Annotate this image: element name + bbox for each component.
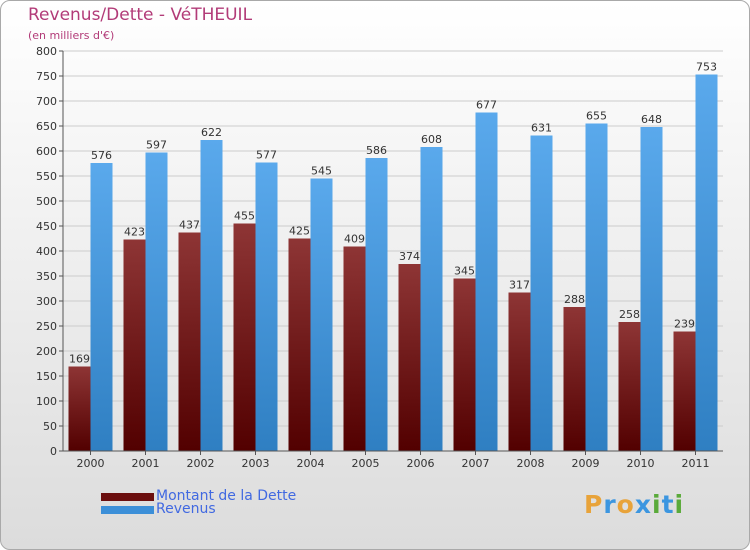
y-tick-label: 450: [36, 220, 57, 233]
bar-dette: [508, 292, 531, 451]
y-tick-label: 650: [36, 120, 57, 133]
bars: 169 576 423 597 437 622 455 577 425 545 409 586 374 6…: [68, 61, 718, 451]
y-tick-label: 50: [43, 420, 57, 433]
bar-revenus: [90, 163, 113, 451]
bar-revenus: [530, 135, 553, 451]
bar-revenus: [145, 152, 168, 451]
y-tick-label: 700: [36, 95, 57, 108]
bar-revenus: [365, 158, 388, 451]
x-tick-label: 2006: [407, 457, 435, 470]
bar-revenus: [200, 140, 223, 451]
bar-dette: [123, 239, 146, 451]
data-label-dette: 239: [674, 318, 695, 331]
logo-letter: P: [584, 490, 604, 519]
bar-dette: [178, 232, 201, 451]
data-label-revenus: 655: [586, 110, 607, 123]
x-tick-label: 2005: [352, 457, 380, 470]
data-label-dette: 423: [124, 226, 145, 239]
data-label-dette: 288: [564, 293, 585, 306]
data-label-dette: 455: [234, 210, 255, 223]
data-label-dette: 258: [619, 308, 640, 321]
proxiti-logo: Proxiti: [584, 490, 684, 519]
data-label-dette: 169: [69, 353, 90, 366]
x-tick-label: 2000: [77, 457, 105, 470]
y-tick-label: 600: [36, 145, 57, 158]
y-tick-label: 550: [36, 170, 57, 183]
data-label-dette: 345: [454, 265, 475, 278]
bar-revenus: [695, 74, 718, 451]
y-tick-label: 300: [36, 295, 57, 308]
y-tick-label: 400: [36, 245, 57, 258]
x-tick-label: 2007: [462, 457, 490, 470]
data-label-revenus: 545: [311, 165, 332, 178]
data-label-dette: 409: [344, 233, 365, 246]
x-tick-label: 2010: [627, 457, 655, 470]
bar-revenus: [475, 112, 498, 451]
legend-label-dette: Montant de la Dette: [156, 488, 297, 504]
logo-letter: r: [603, 490, 617, 519]
logo-letter: i: [652, 490, 662, 519]
logo-letter: x: [634, 490, 652, 519]
axes: 0 50 100 150 200 250 300 350 400 450 500 550 600 650 7…: [36, 45, 723, 470]
data-label-dette: 374: [399, 250, 420, 263]
data-label-revenus: 622: [201, 126, 222, 139]
data-label-revenus: 597: [146, 139, 167, 152]
logo-letter: t: [661, 490, 675, 519]
legend-swatch-dette: [101, 493, 154, 501]
bar-dette: [563, 307, 586, 451]
bar-dette: [398, 264, 421, 451]
data-label-revenus: 648: [641, 113, 662, 126]
x-tick-label: 2001: [132, 457, 160, 470]
bar-dette: [618, 322, 641, 451]
data-label-revenus: 608: [421, 133, 442, 146]
data-label-dette: 425: [289, 225, 310, 238]
bar-revenus: [310, 178, 333, 451]
bar-dette: [68, 366, 91, 451]
data-label-revenus: 586: [366, 144, 387, 157]
y-tick-label: 350: [36, 270, 57, 283]
y-tick-label: 800: [36, 45, 57, 58]
y-tick-label: 750: [36, 70, 57, 83]
logo-letter: o: [616, 490, 635, 519]
y-tick-label: 250: [36, 320, 57, 333]
y-tick-label: 150: [36, 370, 57, 383]
data-label-dette: 437: [179, 219, 200, 232]
data-label-revenus: 677: [476, 99, 497, 112]
x-tick-label: 2004: [297, 457, 325, 470]
data-label-revenus: 631: [531, 122, 552, 135]
logo-letter: i: [674, 490, 685, 519]
bar-dette: [233, 223, 256, 451]
x-tick-label: 2008: [517, 457, 545, 470]
chart-title: Revenus/Dette - VéTHEUIL: [28, 5, 253, 25]
legend-label-revenus: Revenus: [156, 501, 216, 517]
bar-dette: [453, 278, 476, 451]
x-tick-label: 2003: [242, 457, 270, 470]
y-tick-label: 0: [50, 445, 57, 458]
data-label-dette: 317: [509, 279, 530, 292]
bar-revenus: [255, 162, 278, 451]
data-label-revenus: 577: [256, 149, 277, 162]
data-label-revenus: 753: [696, 61, 717, 74]
chart-subtitle: (en milliers d'€): [28, 29, 115, 42]
bar-dette: [343, 246, 366, 451]
data-label-revenus: 576: [91, 149, 112, 162]
y-tick-label: 100: [36, 395, 57, 408]
bar-dette: [288, 238, 311, 451]
x-tick-label: 2009: [572, 457, 600, 470]
bar-revenus: [640, 127, 663, 451]
x-tick-label: 2002: [187, 457, 215, 470]
bar-revenus: [585, 123, 608, 451]
y-tick-label: 500: [36, 195, 57, 208]
grid: [63, 50, 723, 452]
bar-dette: [673, 331, 696, 451]
legend-swatch-revenus: [101, 506, 154, 514]
x-tick-label: 2011: [682, 457, 710, 470]
y-tick-label: 200: [36, 345, 57, 358]
bar-revenus: [420, 147, 443, 451]
